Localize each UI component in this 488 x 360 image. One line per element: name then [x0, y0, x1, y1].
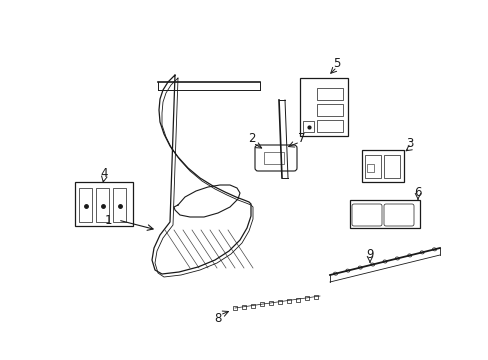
Text: 3: 3: [406, 136, 413, 149]
Bar: [316, 120, 342, 132]
Text: 4: 4: [100, 166, 107, 180]
Bar: [295, 298, 299, 302]
Bar: [366, 164, 373, 172]
Bar: [96, 188, 109, 222]
Text: 6: 6: [413, 185, 421, 198]
Text: 8: 8: [214, 311, 221, 324]
Bar: [79, 188, 92, 222]
Bar: [260, 302, 264, 306]
Text: 5: 5: [333, 57, 340, 69]
Bar: [364, 155, 380, 178]
Bar: [286, 299, 290, 303]
Bar: [264, 152, 284, 164]
Bar: [113, 188, 126, 222]
Bar: [349, 200, 419, 228]
Bar: [316, 88, 342, 100]
Bar: [242, 305, 245, 309]
Bar: [305, 296, 308, 300]
Bar: [316, 104, 342, 116]
Bar: [299, 78, 347, 136]
Bar: [278, 300, 282, 304]
Bar: [303, 121, 313, 132]
Bar: [232, 306, 237, 310]
Bar: [313, 295, 317, 299]
Bar: [250, 303, 254, 307]
Text: 7: 7: [298, 131, 305, 144]
Bar: [361, 150, 403, 182]
Bar: [268, 301, 272, 305]
Bar: [75, 182, 133, 226]
Text: 1: 1: [104, 213, 112, 226]
Bar: [383, 155, 399, 178]
Text: 2: 2: [248, 131, 255, 144]
Text: 9: 9: [366, 248, 373, 261]
